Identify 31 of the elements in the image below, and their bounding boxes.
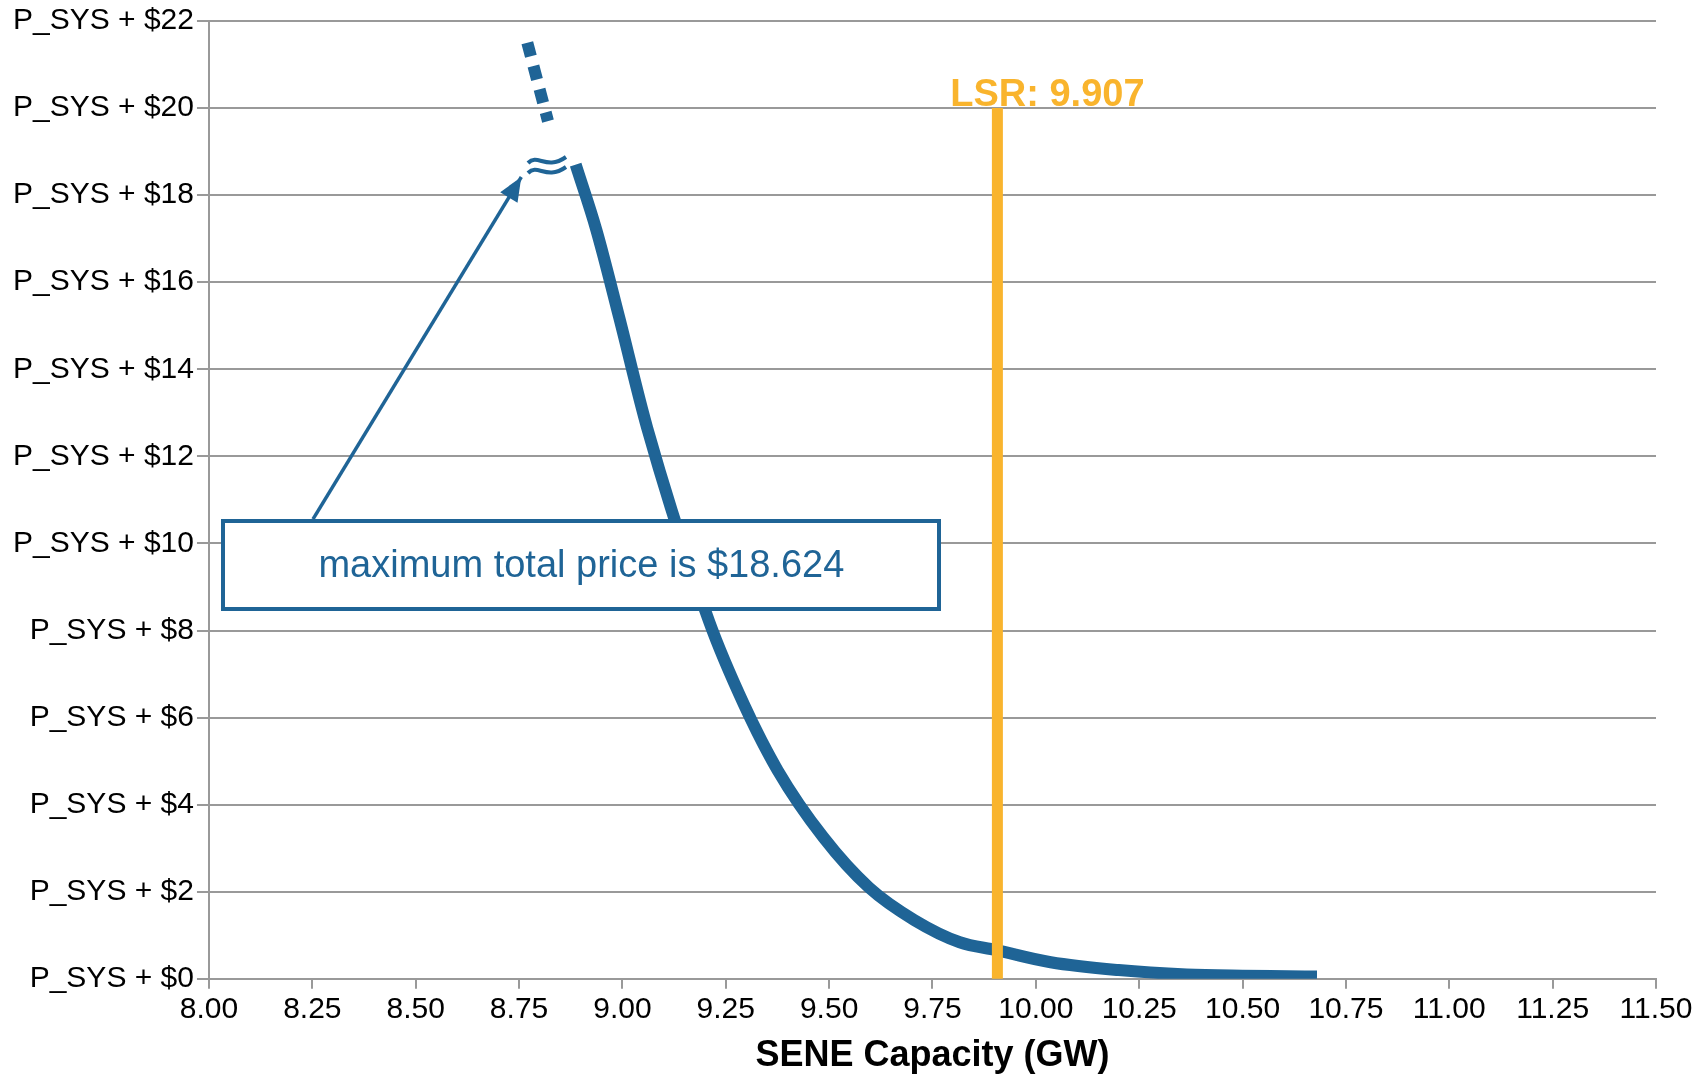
x-axis-title: SENE Capacity (GW) bbox=[755, 1033, 1110, 1075]
callout-box: maximum total price is $18.624 bbox=[221, 518, 942, 611]
x-tick-label: 11.25 bbox=[1516, 991, 1590, 1025]
x-tick-label: 10.00 bbox=[998, 991, 1074, 1025]
x-tick-label: 10.50 bbox=[1205, 991, 1281, 1025]
x-tick-label: 8.50 bbox=[386, 991, 445, 1025]
y-tick-label: P_SYS + $18 bbox=[13, 176, 194, 210]
x-tick-label: 9.50 bbox=[799, 991, 859, 1025]
y-tick-label: P_SYS + $14 bbox=[13, 350, 194, 384]
y-tick-label: P_SYS + $22 bbox=[13, 2, 194, 36]
x-tick-label: 8.25 bbox=[283, 991, 342, 1025]
annotation: maximum total price is $18.624 bbox=[318, 543, 845, 587]
y-tick-label: P_SYS + $16 bbox=[13, 263, 194, 297]
y-tick-label: P_SYS + $8 bbox=[29, 611, 194, 645]
ref-line-label: LSR: 9.907 bbox=[950, 71, 1145, 114]
x-tick-label: 9.75 bbox=[903, 991, 962, 1025]
x-tick-label: 11.50 bbox=[1619, 991, 1693, 1025]
y-tick-label: P_SYS + $4 bbox=[29, 785, 194, 819]
y-tick-label: P_SYS + $10 bbox=[13, 524, 194, 558]
y-tick-label: P_SYS + $12 bbox=[13, 437, 194, 471]
x-tick-label: 9.25 bbox=[696, 991, 755, 1025]
x-tick-label: 9.00 bbox=[593, 991, 652, 1025]
y-tick-label: P_SYS + $20 bbox=[13, 89, 194, 123]
y-tick-label: P_SYS + $0 bbox=[29, 960, 194, 994]
x-tick-label: 8.00 bbox=[179, 991, 239, 1025]
y-tick-label: P_SYS + $2 bbox=[29, 872, 194, 906]
x-tick-label: 11.00 bbox=[1412, 991, 1486, 1025]
y-tick-label: P_SYS + $6 bbox=[29, 698, 194, 732]
x-tick-label: 10.75 bbox=[1308, 991, 1384, 1025]
x-tick-label: 8.75 bbox=[489, 991, 549, 1025]
x-tick-label: 10.25 bbox=[1101, 991, 1177, 1025]
